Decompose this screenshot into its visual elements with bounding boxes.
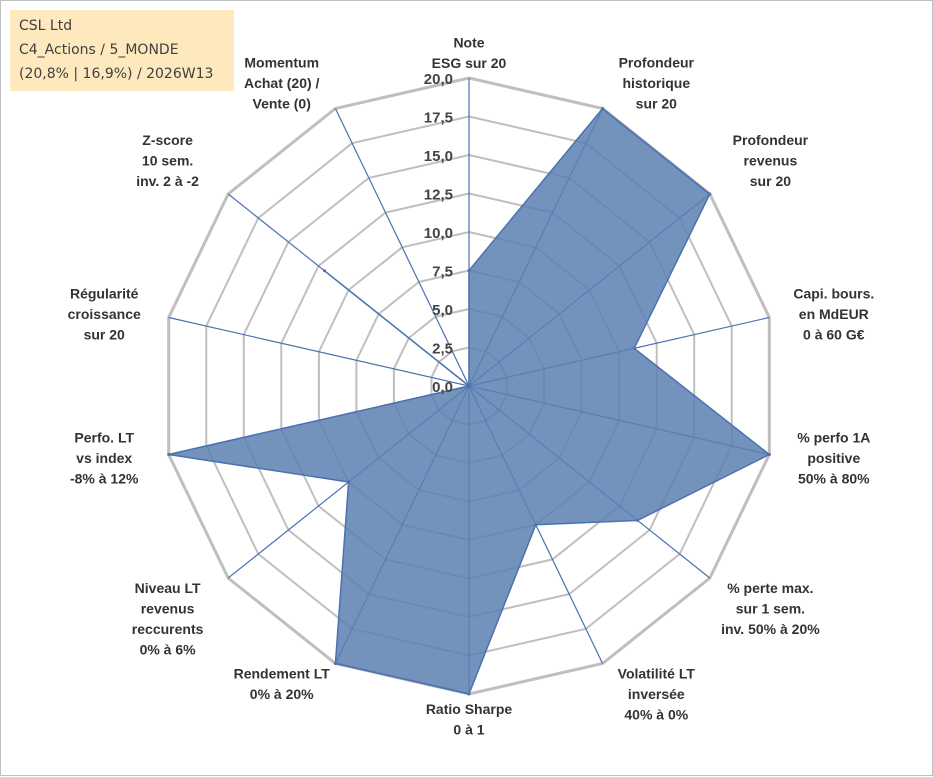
radar-tick-labels: 0,0 2,5 5,0 7,5 10,0 12,5 15,0 17,5 20,0 bbox=[424, 71, 453, 396]
axis-label-8: Rendement LT 0% à 20% bbox=[234, 666, 331, 703]
company-name: CSL Ltd bbox=[19, 18, 73, 34]
axis-label-1: Profondeur historique sur 20 bbox=[619, 55, 695, 112]
performance-week: (20,8% | 16,9%) / 2026W13 bbox=[19, 66, 214, 82]
tick-label: 15,0 bbox=[424, 148, 453, 165]
series-point-7 bbox=[467, 692, 471, 696]
series-point-2 bbox=[708, 192, 712, 196]
axis-label-11: Régularité croissance sur 20 bbox=[68, 285, 141, 342]
axis-label-12: Z-score 10 sem. inv. 2 à -2 bbox=[136, 132, 199, 189]
axis-label-10: Perfo. LT vs index -8% à 12% bbox=[70, 430, 139, 487]
axis-label-13: Momentum Achat (20) / Vente (0) bbox=[244, 55, 320, 112]
axis-label-9: Niveau LT revenus reccurents 0% à 6% bbox=[132, 580, 204, 658]
tick-label: 7,5 bbox=[432, 264, 453, 281]
axis-label-4: % perfo 1A positive 50% à 80% bbox=[797, 430, 870, 487]
portfolio-category: C4_Actions / 5_MONDE bbox=[19, 42, 179, 58]
series-point-8 bbox=[333, 662, 337, 665]
series-point-1 bbox=[601, 107, 605, 110]
axis-label-7: Ratio Sharpe 0 à 1 bbox=[426, 701, 513, 738]
series-point-6 bbox=[534, 523, 538, 527]
tick-label: 20,0 bbox=[424, 71, 453, 88]
radar-axis-labels: Note ESG sur 20 Profondeur historique sur 20… bbox=[68, 35, 875, 738]
company-info-box: CSL Ltd C4_Actions / 5_MONDE (20,8% | 16… bbox=[10, 10, 234, 91]
axis-label-0: Note ESG sur 20 bbox=[432, 35, 507, 72]
axis-spoke-11 bbox=[168, 316, 470, 387]
axis-label-6: Volatilité LT inversée 40% à 0% bbox=[618, 666, 696, 723]
tick-label: 10,0 bbox=[424, 225, 453, 242]
axis-label-2: Profondeur revenus sur 20 bbox=[733, 132, 809, 189]
tick-label: 12,5 bbox=[424, 187, 453, 204]
tick-label: 17,5 bbox=[424, 110, 453, 127]
series-point-12 bbox=[323, 269, 326, 273]
series-point-13 bbox=[467, 384, 471, 388]
series-point-10 bbox=[167, 453, 171, 456]
series-point-3 bbox=[632, 346, 636, 350]
axis-label-5: % perte max. sur 1 sem. inv. 50% à 20% bbox=[721, 580, 820, 637]
series-point-4 bbox=[767, 453, 771, 456]
tick-label: 2,5 bbox=[432, 341, 453, 358]
series-point-0 bbox=[467, 269, 471, 272]
series-point-9 bbox=[347, 480, 351, 484]
tick-label: 5,0 bbox=[432, 302, 453, 319]
axis-label-3: Capi. bours. en MdEUR 0 à 60 G€ bbox=[793, 285, 874, 342]
axis-spoke-13 bbox=[334, 108, 470, 387]
radar-series bbox=[167, 107, 771, 696]
series-point-5 bbox=[636, 518, 640, 522]
tick-label: 0,0 bbox=[432, 379, 453, 396]
